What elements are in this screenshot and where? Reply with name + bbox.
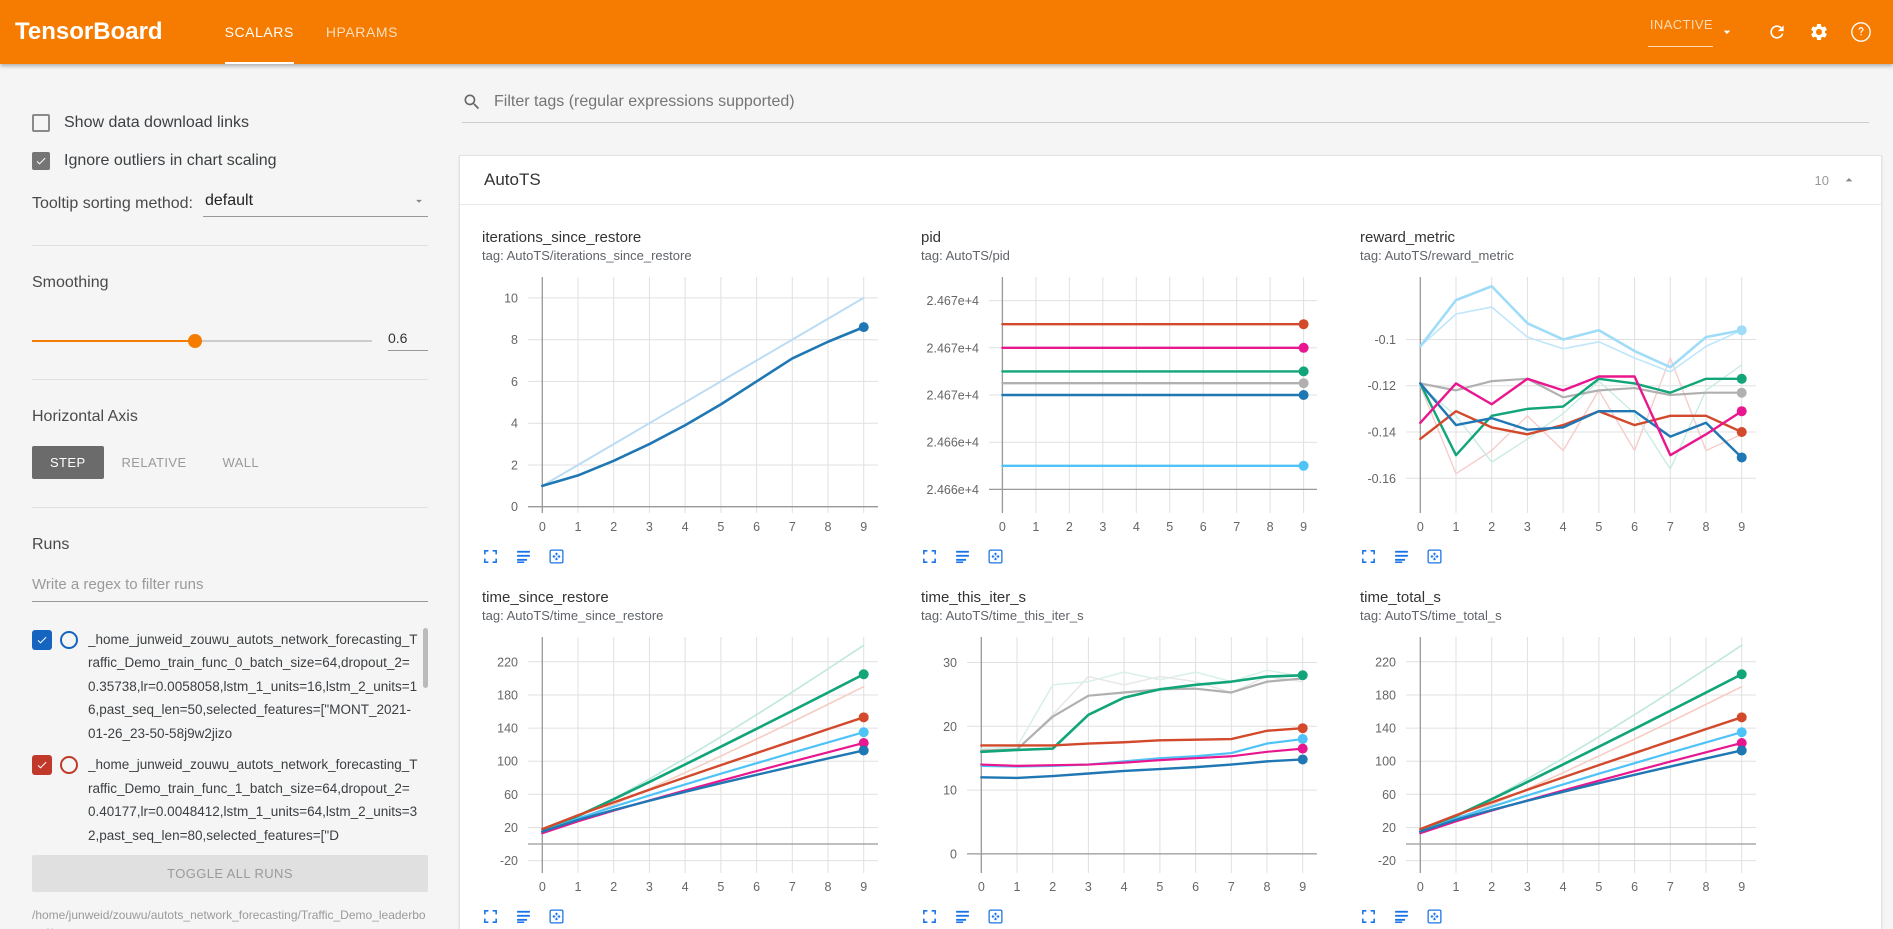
svg-text:7: 7 <box>789 520 796 534</box>
svg-text:-0.12: -0.12 <box>1368 379 1397 393</box>
svg-text:220: 220 <box>497 655 518 669</box>
svg-text:2.467e+4: 2.467e+4 <box>927 341 980 355</box>
svg-text:3: 3 <box>1099 520 1106 534</box>
svg-text:4: 4 <box>1133 520 1140 534</box>
svg-text:8: 8 <box>825 520 832 534</box>
svg-text:180: 180 <box>497 689 518 703</box>
svg-text:7: 7 <box>1667 880 1674 894</box>
svg-text:9: 9 <box>1300 520 1307 534</box>
svg-text:10: 10 <box>943 784 957 798</box>
svg-text:8: 8 <box>1703 520 1710 534</box>
svg-text:8: 8 <box>1264 880 1271 894</box>
svg-text:2: 2 <box>511 459 518 473</box>
svg-text:4: 4 <box>682 520 689 534</box>
svg-text:6: 6 <box>511 375 518 389</box>
svg-text:-0.1: -0.1 <box>1374 333 1396 347</box>
svg-text:8: 8 <box>1267 520 1274 534</box>
svg-text:5: 5 <box>717 880 724 894</box>
svg-text:20: 20 <box>1382 821 1396 835</box>
svg-text:1: 1 <box>575 880 582 894</box>
svg-text:100: 100 <box>497 755 518 769</box>
svg-text:8: 8 <box>1703 880 1710 894</box>
svg-text:8: 8 <box>825 880 832 894</box>
svg-text:2.466e+4: 2.466e+4 <box>927 483 980 497</box>
svg-text:4: 4 <box>1121 880 1128 894</box>
svg-text:3: 3 <box>646 880 653 894</box>
svg-text:1: 1 <box>1453 520 1460 534</box>
svg-text:2: 2 <box>1488 520 1495 534</box>
svg-text:180: 180 <box>1375 689 1396 703</box>
svg-text:5: 5 <box>1595 880 1602 894</box>
svg-text:100: 100 <box>1375 755 1396 769</box>
svg-text:1: 1 <box>1032 520 1039 534</box>
svg-text:6: 6 <box>1192 880 1199 894</box>
svg-text:2.467e+4: 2.467e+4 <box>927 294 980 308</box>
svg-text:6: 6 <box>753 520 760 534</box>
svg-text:2.466e+4: 2.466e+4 <box>927 436 980 450</box>
svg-text:2.467e+4: 2.467e+4 <box>927 389 980 403</box>
svg-text:0: 0 <box>539 520 546 534</box>
svg-text:60: 60 <box>504 788 518 802</box>
svg-text:10: 10 <box>504 291 518 305</box>
svg-text:-20: -20 <box>500 854 518 868</box>
svg-text:7: 7 <box>1233 520 1240 534</box>
svg-text:3: 3 <box>1085 880 1092 894</box>
svg-text:3: 3 <box>1524 520 1531 534</box>
svg-text:-0.16: -0.16 <box>1368 472 1397 486</box>
svg-text:9: 9 <box>1738 880 1745 894</box>
svg-text:30: 30 <box>943 656 957 670</box>
svg-text:4: 4 <box>1560 520 1567 534</box>
svg-text:20: 20 <box>504 821 518 835</box>
svg-text:1: 1 <box>575 520 582 534</box>
svg-text:9: 9 <box>1299 880 1306 894</box>
svg-text:3: 3 <box>1524 880 1531 894</box>
svg-text:4: 4 <box>511 417 518 431</box>
svg-text:0: 0 <box>950 847 957 861</box>
svg-text:220: 220 <box>1375 655 1396 669</box>
svg-text:5: 5 <box>717 520 724 534</box>
svg-text:0: 0 <box>511 500 518 514</box>
svg-text:6: 6 <box>1631 880 1638 894</box>
svg-text:6: 6 <box>1200 520 1207 534</box>
svg-text:9: 9 <box>860 520 867 534</box>
svg-text:0: 0 <box>1417 880 1424 894</box>
svg-text:7: 7 <box>1667 520 1674 534</box>
svg-text:6: 6 <box>1631 520 1638 534</box>
svg-text:7: 7 <box>789 880 796 894</box>
svg-text:3: 3 <box>646 520 653 534</box>
svg-text:2: 2 <box>610 520 617 534</box>
svg-text:4: 4 <box>682 880 689 894</box>
svg-text:1: 1 <box>1453 880 1460 894</box>
svg-text:2: 2 <box>1066 520 1073 534</box>
svg-text:0: 0 <box>999 520 1006 534</box>
svg-text:2: 2 <box>1049 880 1056 894</box>
svg-text:8: 8 <box>511 333 518 347</box>
svg-text:6: 6 <box>753 880 760 894</box>
svg-text:20: 20 <box>943 720 957 734</box>
svg-text:0: 0 <box>539 880 546 894</box>
svg-text:0: 0 <box>1417 520 1424 534</box>
svg-text:140: 140 <box>497 722 518 736</box>
svg-text:5: 5 <box>1166 520 1173 534</box>
svg-text:7: 7 <box>1228 880 1235 894</box>
svg-text:5: 5 <box>1156 880 1163 894</box>
svg-text:140: 140 <box>1375 722 1396 736</box>
svg-text:0: 0 <box>978 880 985 894</box>
svg-text:60: 60 <box>1382 788 1396 802</box>
svg-text:-20: -20 <box>1378 854 1396 868</box>
svg-text:1: 1 <box>1014 880 1021 894</box>
svg-text:9: 9 <box>1738 520 1745 534</box>
svg-text:4: 4 <box>1560 880 1567 894</box>
svg-text:2: 2 <box>610 880 617 894</box>
svg-text:5: 5 <box>1595 520 1602 534</box>
svg-text:-0.14: -0.14 <box>1368 426 1397 440</box>
svg-text:9: 9 <box>860 880 867 894</box>
svg-text:2: 2 <box>1488 880 1495 894</box>
